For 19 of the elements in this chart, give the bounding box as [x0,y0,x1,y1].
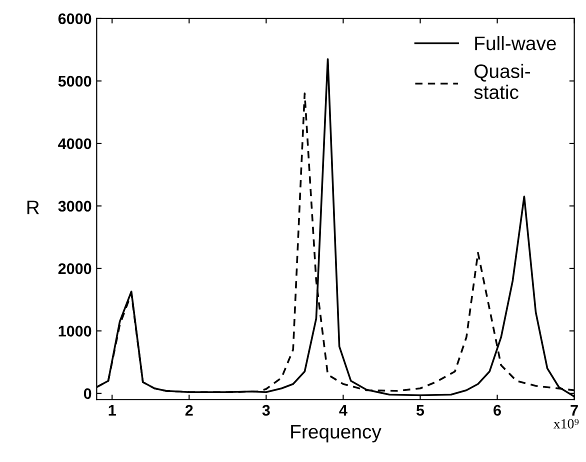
y-tick-label: 1000 [58,326,92,337]
x-tick-label: 4 [339,405,348,416]
y-axis-title: R [27,200,39,214]
x-tick-label: 7 [570,405,578,416]
legend-label: Quasi- static [474,64,530,100]
x-tick-label: 2 [185,404,193,416]
x-tick-label: 5 [416,405,424,416]
x-axis-title: Frequency [291,425,382,442]
y-tick-label: 2000 [58,263,92,274]
y-tick-label: 6000 [58,13,92,24]
x-tick-label: 6 [494,404,501,416]
x-tick-label: 3 [262,404,270,416]
x-tick-label: 1 [108,405,116,416]
y-tick-label: 4000 [58,138,92,150]
text: x10⁹ [554,419,579,428]
y-tick-label: 3000 [58,200,92,212]
y-tick-label: 0 [84,388,92,400]
y-tick-label: 5000 [58,76,92,87]
legend-label: Full-wave [475,36,556,50]
